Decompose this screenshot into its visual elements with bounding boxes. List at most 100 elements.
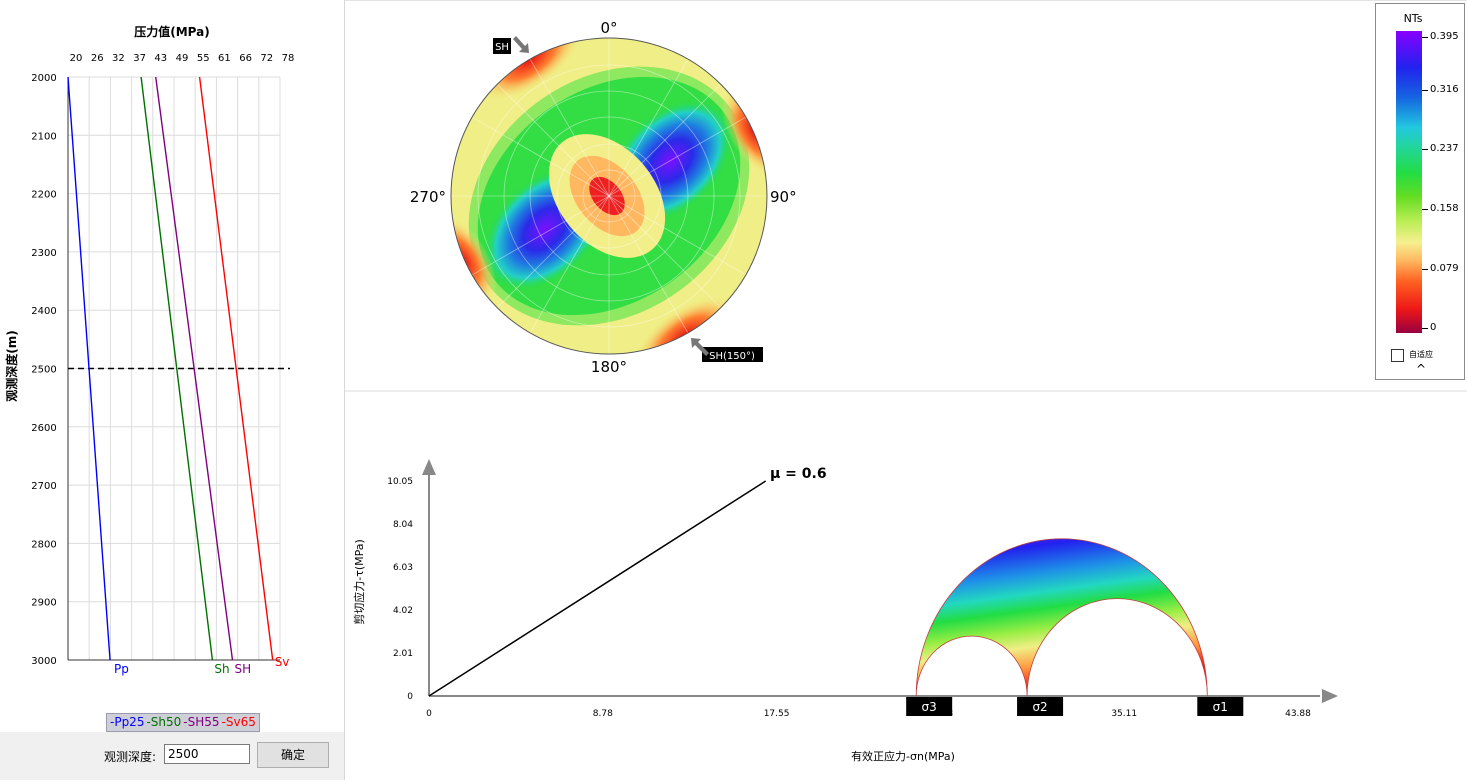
mohr-x-tick-label: 35.11	[1111, 709, 1137, 719]
depth-x-tick-label: 66	[239, 53, 252, 64]
collapse-caret-icon[interactable]: ^	[1415, 362, 1427, 376]
principal-stress-marker	[1017, 697, 1064, 716]
mohr-y-tick-label: 0	[407, 692, 413, 702]
sh-max-arrow-icon	[691, 338, 709, 356]
stereonet-contours	[451, 38, 767, 354]
depth-y-tick-label: 2800	[31, 539, 56, 550]
depth-profile-chart: 压力值(MPa) 观测深度(m) 20 26 32 37 43 49 55 61 66 72 782…	[4, 24, 294, 676]
depth-x-tick-label: 37	[133, 53, 146, 64]
colorbar-tick	[1422, 149, 1428, 150]
depth-x-tick-label: 49	[176, 53, 189, 64]
confirm-button[interactable]: 确定	[257, 742, 329, 768]
depth-profile-panel: 压力值(MPa) 观测深度(m) 20 26 32 37 43 49 55 61 66 72 78 2…	[0, 0, 345, 780]
colorbar-tick	[1422, 37, 1428, 38]
pressure-line-shmax	[155, 76, 234, 661]
stereonet-panel: 0° 90° 180° 270° SH SH(150°)	[345, 0, 1467, 391]
principal-stress-marker	[906, 697, 953, 716]
principal-stress-marker	[1197, 697, 1244, 716]
depth-lines: Pp Sh SH Sv	[67, 76, 290, 676]
sh-max-marker: SH(150°)	[691, 338, 763, 362]
stereonet-view: 0° 90° 180° 270° SH SH(150°)	[410, 19, 797, 376]
mohr-circle-region	[915, 538, 1208, 697]
pressure-line-label-sh: Sh	[214, 662, 229, 676]
sh-max-marker-label: SH(150°)	[709, 351, 755, 362]
depth-y-tick-label: 2900	[31, 598, 56, 609]
colorbar-tick	[1422, 328, 1428, 329]
y-axis-arrow-icon	[422, 459, 436, 475]
depth-x-tick-label: 55	[197, 53, 210, 64]
pressure-legend: -Pp25 -Sh50 -SH55 -Sv65	[106, 713, 260, 732]
mohr-x-tick-label: 0	[426, 709, 432, 719]
principal-stress-label: σ1	[1213, 700, 1228, 714]
depth-field-label: 观测深度:	[104, 750, 157, 764]
x-axis-arrow-icon	[1322, 689, 1338, 703]
colorbar-tick-label: 0	[1430, 322, 1437, 333]
mohr-circle-panel: 剪切应力-τ(MPa) 有效正应力-σn(MPa) 08.7817.55335.…	[345, 392, 1467, 780]
legend-item-sv: -Sv65	[221, 715, 256, 729]
stereonet-label-south: 180°	[591, 358, 627, 376]
depth-y-tick-label: 2400	[31, 306, 56, 317]
pressure-line-pp	[67, 76, 111, 661]
depth-x-tick-label: 43	[154, 53, 167, 64]
colorbar-panel: NTs 0.395 0.316 0.237 0.158 0.079 0 自适应 …	[1375, 3, 1465, 380]
colorbar-title: NTs	[1403, 12, 1423, 25]
mohr-x-tick-label: 8.78	[593, 709, 613, 719]
sh-min-arrow-icon	[513, 36, 529, 53]
depth-grid: 20 26 32 37 43 49 55 61 66 72 78 2000 2100 2200 2300 24…	[31, 53, 294, 667]
friction-coefficient-label: μ = 0.6	[770, 466, 827, 482]
mohr-y-axis-label: 剪切应力-τ(MPa)	[352, 539, 366, 625]
depth-x-tick-label: 72	[260, 53, 273, 64]
colorbar-tick	[1422, 90, 1428, 91]
pressure-line-sv	[198, 76, 274, 661]
stereonet-label-east: 90°	[770, 188, 797, 206]
colorbar-tick	[1422, 209, 1428, 210]
depth-y-tick-label: 2500	[31, 365, 56, 376]
legend-item-sh: -Sh50	[146, 715, 182, 729]
friction-line	[428, 480, 767, 697]
adaptive-checkbox-label: 自适应	[1409, 350, 1433, 359]
mohr-circle-chart: 剪切应力-τ(MPa) 有效正应力-σn(MPa) 08.7817.55335.…	[352, 459, 1338, 763]
colorbar-tick-label: 0.079	[1430, 263, 1459, 274]
stereonet-outline	[450, 37, 768, 355]
depth-y-tick-label: 2000	[31, 73, 56, 84]
stereonet-label-west: 270°	[410, 188, 446, 206]
pressure-line-label-sv: Sv	[275, 655, 290, 669]
depth-x-tick-label: 78	[282, 53, 295, 64]
depth-x-tick-label: 20	[70, 53, 83, 64]
principal-stress-label: σ3	[922, 700, 937, 714]
colorbar-tick	[1422, 269, 1428, 270]
depth-x-tick-label: 32	[112, 53, 125, 64]
mohr-y-tick-label: 4.02	[393, 606, 413, 616]
mohr-x-tick-label: 43.88	[1285, 709, 1311, 719]
colorbar-tick-label: 0.158	[1430, 203, 1459, 214]
pressure-line-label-pp: Pp	[114, 662, 129, 676]
sh-min-marker-label: SH	[495, 42, 509, 53]
mohr-y-tick-label: 10.05	[387, 477, 413, 487]
depth-input[interactable]: 2500	[164, 744, 250, 764]
depth-y-axis-label: 观测深度(m)	[4, 330, 19, 401]
depth-y-tick-label: 2600	[31, 423, 56, 434]
depth-y-tick-label: 2300	[31, 248, 56, 259]
colorbar-tick-label: 0.316	[1430, 84, 1459, 95]
panel-divider	[345, 390, 1467, 392]
mohr-plot-area: 08.7817.55335.1143.8802.014.026.038.0410…	[387, 459, 1338, 719]
pressure-line-label-shmax: SH	[234, 662, 251, 676]
depth-y-tick-label: 3000	[31, 656, 56, 667]
principal-stress-label: σ2	[1032, 700, 1047, 714]
colorbar-tick-label: 0.395	[1430, 31, 1459, 42]
colorbar-gradient	[1396, 31, 1422, 333]
legend-item-shmax: -SH55	[183, 715, 220, 729]
depth-x-tick-label: 61	[218, 53, 231, 64]
depth-y-tick-label: 2100	[31, 131, 56, 142]
mohr-y-tick-label: 6.03	[393, 563, 413, 573]
depth-x-tick-label: 26	[91, 53, 104, 64]
adaptive-checkbox[interactable]	[1391, 349, 1404, 362]
depth-y-tick-label: 2700	[31, 481, 56, 492]
mohr-y-tick-label: 8.04	[393, 520, 413, 530]
mohr-x-axis-label: 有效正应力-σn(MPa)	[851, 749, 955, 763]
depth-y-tick-label: 2200	[31, 190, 56, 201]
legend-item-pp: -Pp25	[110, 715, 145, 729]
mohr-x-tick-label: 17.55	[764, 709, 790, 719]
pressure-line-sh	[140, 76, 214, 661]
stereonet-label-north: 0°	[600, 19, 617, 37]
